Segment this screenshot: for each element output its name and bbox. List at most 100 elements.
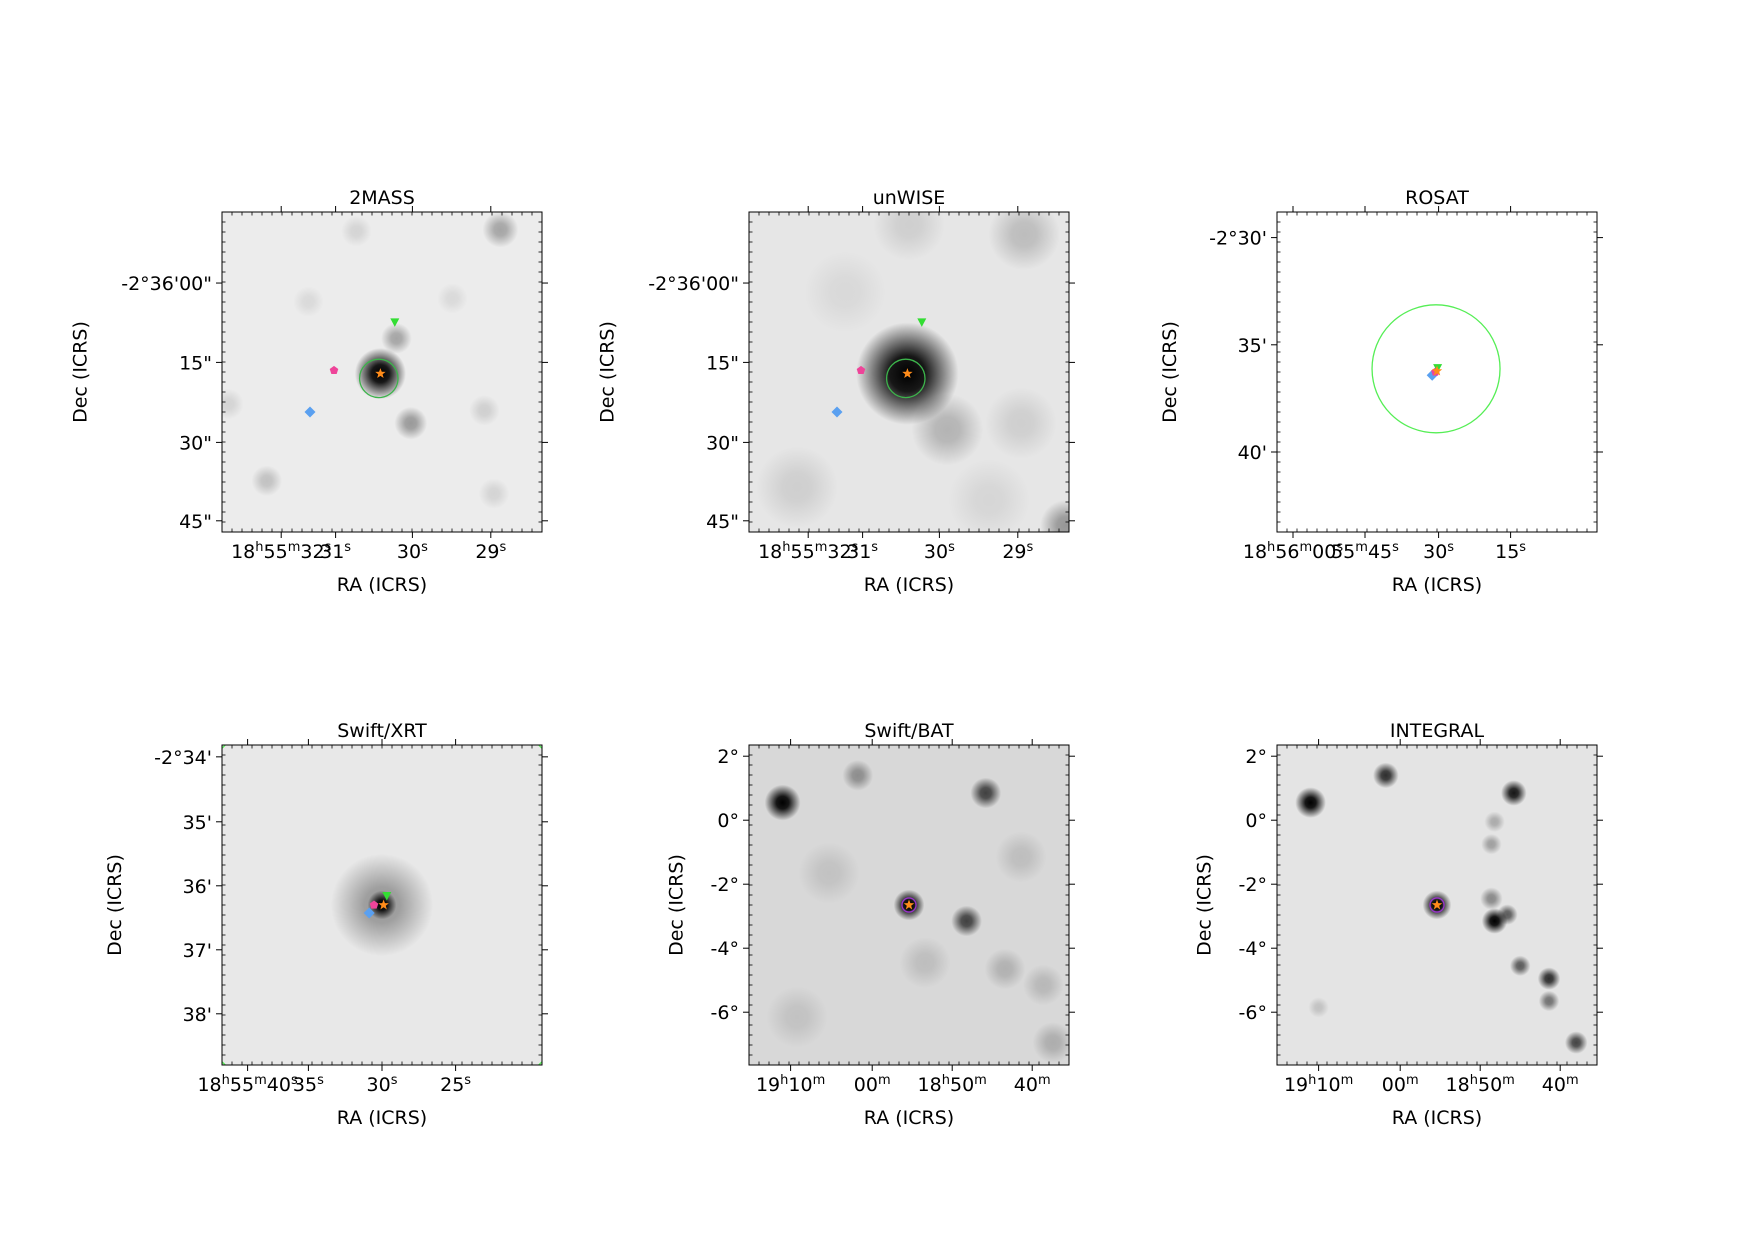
panel-title: Swift/XRT (337, 720, 427, 742)
image-source-blob (1509, 955, 1531, 977)
panel-title: ROSAT (1405, 187, 1469, 209)
image-source-blob (1022, 964, 1064, 1006)
x-axis-label: RA (ICRS) (337, 1107, 427, 1129)
image-source-blob (985, 387, 1057, 460)
star-marker (375, 368, 386, 379)
image-source-blob (984, 948, 1026, 990)
x-tick-label: 18h55m32s (758, 540, 858, 563)
image-source-blob (251, 465, 283, 497)
image-source-blob (341, 215, 372, 247)
image-area (749, 212, 1069, 532)
minor-ticks (1277, 745, 1597, 1065)
y-tick-label: 38' (183, 1004, 212, 1026)
x-tick-label: 00m (1382, 1073, 1419, 1096)
y-tick-label: 15" (706, 352, 739, 374)
triangle-marker (382, 892, 392, 901)
y-tick-label: 35' (1238, 335, 1267, 357)
pentagon-marker (856, 365, 866, 375)
minor-ticks (222, 745, 542, 1065)
image-area (749, 745, 1069, 1065)
error-circle-marker (901, 897, 917, 913)
x-tick-label: 31s (847, 540, 878, 563)
minor-ticks (1277, 212, 1597, 532)
star-marker (902, 368, 913, 379)
y-tick-label: -2°30' (1209, 228, 1267, 250)
image-source-blob (1481, 833, 1502, 855)
x-tick-label: 18h55m40s (197, 1073, 297, 1096)
y-axis-label: Dec (ICRS) (666, 854, 688, 956)
y-axis-label: Dec (ICRS) (70, 321, 92, 423)
x-tick-label: 30s (924, 540, 955, 563)
image-source-blob (970, 777, 1002, 809)
image-source-blob (1497, 904, 1518, 925)
triangle-marker (390, 318, 400, 327)
y-tick-label: 2° (1245, 746, 1267, 768)
x-tick-label: 25s (440, 1073, 471, 1096)
x-tick-label: 18h55m32s (231, 540, 331, 563)
x-tick-label: 18h50m (1446, 1073, 1515, 1096)
image-source-blob (911, 393, 984, 466)
image-source-blob (381, 323, 412, 354)
image-source-blob (804, 251, 886, 333)
minor-ticks (749, 212, 1069, 532)
image-source-blob (948, 459, 1030, 532)
panel-integral: INTEGRAL 19h10m 00m 18h50m 40m 2° 0° -2° -4° -6° R… (1194, 720, 1603, 1129)
x-tick-label: 19h10m (1284, 1073, 1353, 1096)
image-source-blob (1480, 887, 1503, 910)
panel-title: INTEGRAL (1390, 720, 1485, 742)
y-axis-label: Dec (ICRS) (104, 854, 126, 956)
image-source-blob (1032, 1022, 1069, 1064)
image-source-blob (482, 212, 519, 248)
error-circle-marker (358, 358, 399, 399)
image-source-blob (873, 212, 945, 261)
diamond-marker (304, 406, 316, 418)
image-source-blob (766, 986, 828, 1048)
image-source-blob (798, 842, 860, 904)
image-source-blob (469, 395, 500, 426)
x-tick-label: 30s (367, 1073, 398, 1096)
image-source-blob (1538, 990, 1560, 1012)
x-axis-label: RA (ICRS) (1392, 1107, 1482, 1129)
y-tick-label: -2°36'00" (121, 273, 212, 295)
image-source-blob (394, 406, 428, 440)
image-source-blob (437, 283, 468, 314)
y-tick-label: -2°36'00" (648, 273, 739, 295)
y-tick-label: 30" (179, 432, 212, 454)
y-tick-label: -2°34' (154, 747, 212, 769)
y-tick-label: 40' (1238, 442, 1267, 464)
minor-ticks (222, 212, 542, 532)
image-area (222, 745, 542, 1065)
y-axis-label: Dec (ICRS) (1159, 321, 1181, 423)
image-source-blob (764, 784, 801, 821)
star-marker (903, 899, 915, 910)
panel-title: unWISE (873, 187, 946, 209)
y-tick-label: 36' (183, 876, 212, 898)
x-tick-label: 19h10m (756, 1073, 825, 1096)
x-tick-label: 15s (1495, 540, 1526, 563)
image-source-blob (951, 905, 982, 937)
panel-title: 2MASS (349, 187, 415, 209)
image-source-blob (1040, 500, 1069, 532)
star-marker (378, 899, 389, 910)
image-area (222, 212, 542, 532)
y-tick-label: 2° (717, 746, 739, 768)
star-marker (1431, 365, 1443, 376)
image-source-blob (1308, 997, 1329, 1018)
x-axis-label: RA (ICRS) (864, 574, 954, 596)
image-source-blob (756, 446, 838, 529)
image-source-blob (1564, 1031, 1588, 1054)
image-source-blob (842, 760, 874, 791)
image-source-blob (222, 388, 244, 420)
x-tick-label: 40m (1542, 1073, 1579, 1096)
x-tick-label: 30s (1423, 540, 1454, 563)
y-tick-label: 45" (179, 511, 212, 533)
image-source-blob (1484, 811, 1505, 833)
error-circle-marker (885, 358, 926, 399)
image-source-blob (1501, 780, 1527, 806)
image-source-blob (1373, 762, 1399, 789)
